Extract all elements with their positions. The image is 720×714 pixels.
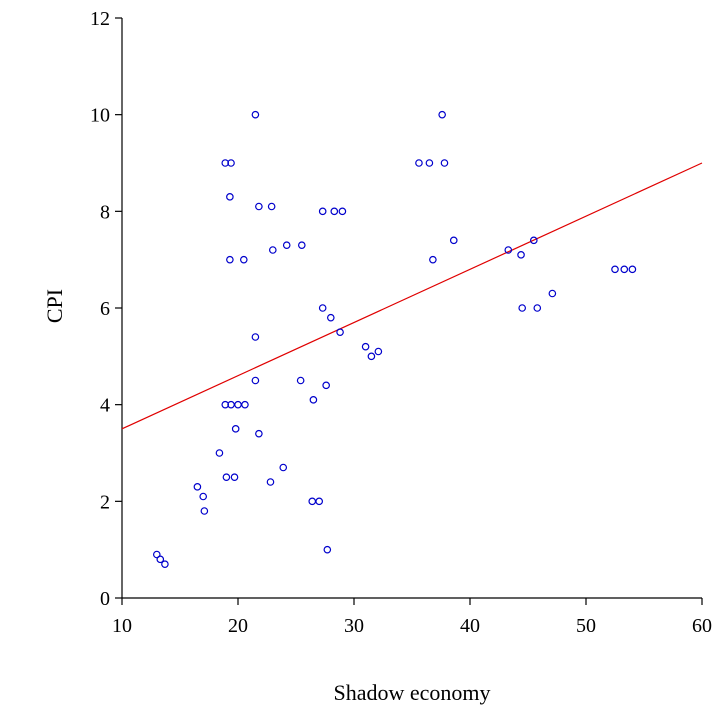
scatter-point (529, 236, 538, 245)
scatter-point (255, 202, 263, 211)
scatter-point (156, 555, 165, 564)
scatter-point (193, 483, 202, 491)
scatter-point (297, 241, 306, 249)
points-layer (153, 110, 637, 568)
scatter-point (279, 463, 288, 472)
scatter-point (266, 478, 275, 486)
scatter-point (268, 246, 277, 254)
y-axis-title: CPI (42, 289, 67, 323)
x-axis-title: Shadow economy (333, 680, 490, 705)
fit-line-layer (121, 162, 703, 430)
scatter-point (338, 207, 347, 216)
scatter-point (226, 193, 234, 201)
scatter-point (367, 352, 376, 361)
scatter-point (628, 265, 637, 274)
scatter-point (429, 255, 437, 264)
scatter-point (425, 159, 434, 167)
scatter-point (504, 246, 513, 254)
scatter-point (318, 207, 327, 216)
scatter-point (267, 202, 276, 211)
scatter-point (533, 304, 542, 312)
scatter-point (517, 251, 525, 259)
scatter-point (361, 342, 370, 351)
scatter-point (231, 425, 240, 433)
scatter-point (221, 159, 230, 167)
scatter-point (415, 159, 423, 167)
scatter-point (215, 449, 224, 457)
y-tick-label: 6 (100, 298, 110, 320)
scatter-point (330, 207, 339, 216)
scatter-point (251, 333, 260, 341)
scatter-point (322, 381, 330, 390)
scatter-point (153, 550, 161, 559)
scatter-point (226, 255, 234, 264)
scatter-point (438, 110, 446, 119)
scatter-point (199, 492, 208, 501)
scatter-point (449, 236, 458, 245)
x-tick-label: 40 (460, 615, 480, 637)
x-tick-label: 50 (576, 615, 596, 637)
y-tick-label: 4 (100, 395, 110, 417)
scatter-point (315, 497, 324, 506)
scatter-point (241, 400, 249, 409)
scatter-point (161, 560, 169, 568)
x-tick-label: 30 (344, 615, 364, 637)
scatter-point (282, 241, 291, 249)
scatter-point (296, 376, 305, 385)
scatter-point (548, 289, 557, 298)
scatter-point (323, 545, 332, 554)
scatter-point (255, 429, 263, 438)
scatter-point (227, 159, 235, 167)
scatter-point (251, 376, 260, 385)
scatter-point (230, 473, 239, 481)
scatter-point (318, 304, 327, 312)
y-tick-label: 12 (90, 8, 110, 30)
scatter-point (326, 313, 335, 322)
scatter-point (620, 265, 629, 274)
scatter-point (251, 110, 260, 119)
scatter-point (200, 507, 209, 515)
y-tick-label: 0 (100, 588, 110, 610)
scatter-point (234, 400, 242, 409)
scatter-point (309, 396, 318, 404)
scatter-point (518, 304, 527, 312)
y-tick-label: 8 (100, 201, 110, 223)
scatter-point (374, 347, 383, 356)
scatter-point (221, 400, 230, 409)
scatter-point (336, 328, 344, 336)
scatter-point (240, 255, 248, 264)
x-tick-label: 10 (112, 615, 132, 637)
y-tick-label: 2 (100, 491, 110, 513)
scatter-point (611, 265, 619, 274)
x-tick-label: 20 (228, 615, 248, 637)
x-tick-label: 60 (692, 615, 712, 637)
scatter-point (308, 497, 317, 506)
fit-line (121, 162, 703, 430)
scatter-point (440, 159, 449, 167)
scatter-point (222, 473, 231, 481)
axes-layer (115, 17, 703, 605)
y-tick-label: 10 (90, 105, 110, 127)
tick-labels-layer: 10 20 30 40 50 60 0 2 4 6 8 10 12 (90, 8, 712, 637)
